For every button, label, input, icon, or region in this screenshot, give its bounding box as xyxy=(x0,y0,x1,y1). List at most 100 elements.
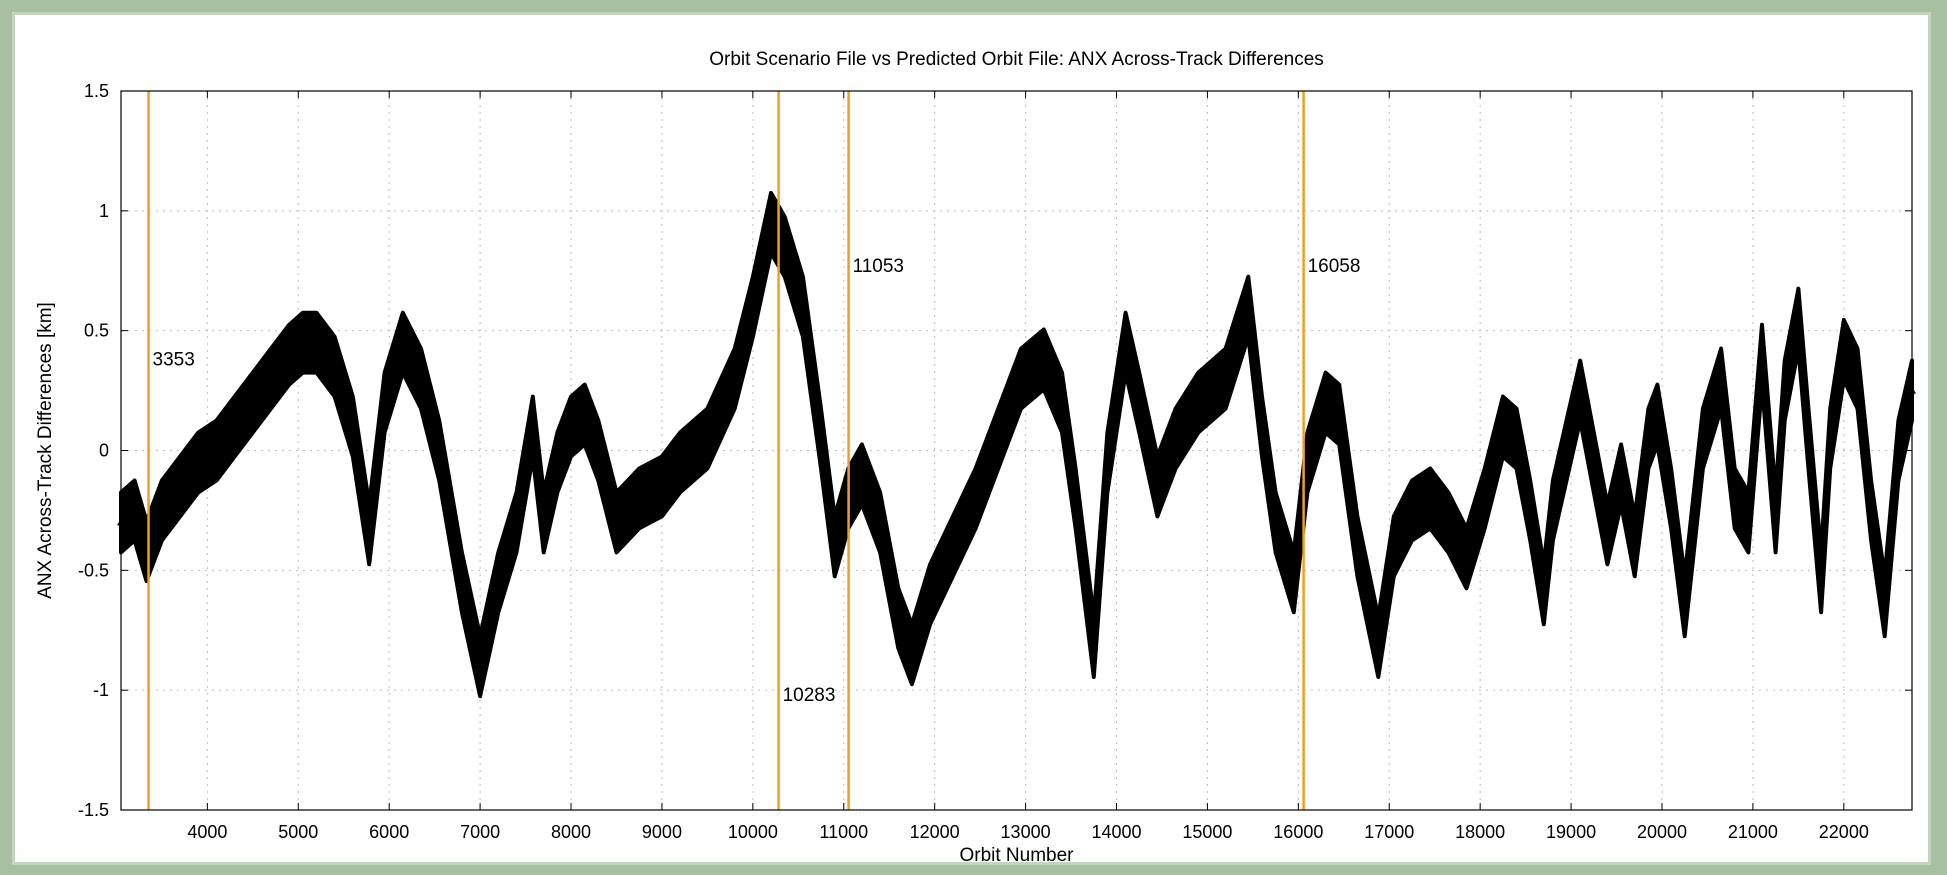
data-point xyxy=(657,482,666,490)
data-point xyxy=(285,350,294,358)
data-point xyxy=(767,218,776,226)
data-point xyxy=(1353,542,1362,550)
data-point xyxy=(780,242,789,250)
data-point xyxy=(1717,374,1726,382)
x-tick-label: 12000 xyxy=(910,822,960,842)
data-point xyxy=(1826,434,1835,442)
data-point xyxy=(1771,518,1780,526)
data-point xyxy=(553,458,562,466)
x-tick-label: 19000 xyxy=(1546,822,1596,842)
data-point xyxy=(676,458,685,466)
data-point xyxy=(1153,482,1162,490)
data-point xyxy=(1589,458,1598,466)
data-point xyxy=(457,578,466,586)
chart-frame: 3353 10283 11053 16058 -1.5 -1 -0.5 0 0.5 1 1.5 40… xyxy=(12,12,1931,865)
y-axis-label: ANX Across-Track Differences [km] xyxy=(35,302,56,599)
x-tick-label: 18000 xyxy=(1455,822,1505,842)
y-tick-label: 1 xyxy=(99,201,109,221)
data-point xyxy=(1744,518,1753,526)
data-point xyxy=(230,422,239,430)
data-point xyxy=(1374,643,1383,651)
data-point xyxy=(1335,410,1344,418)
chart-title: Orbit Scenario File vs Predicted Orbit F… xyxy=(709,49,1324,70)
data-point xyxy=(1271,518,1280,526)
data-point xyxy=(1480,494,1489,502)
x-tick-label: 17000 xyxy=(1364,822,1414,842)
data-point xyxy=(494,578,503,586)
data-point xyxy=(348,422,357,430)
data-point xyxy=(1089,643,1098,651)
data-point xyxy=(876,518,885,526)
data-point xyxy=(857,470,866,478)
data-point xyxy=(1680,602,1689,610)
data-point xyxy=(594,446,603,454)
data-point xyxy=(1303,458,1312,466)
x-tick-label: 4000 xyxy=(187,822,227,842)
vertical-line-label-16058: 16058 xyxy=(1308,256,1361,277)
x-tick-label: 14000 xyxy=(1091,822,1141,842)
data-point xyxy=(1757,350,1766,358)
y-tick-label: 0 xyxy=(99,441,109,461)
x-tick-label: 15000 xyxy=(1182,822,1232,842)
x-tick-label: 9000 xyxy=(642,822,682,842)
data-point xyxy=(1321,398,1330,406)
data-point xyxy=(1548,506,1557,514)
grid-layer xyxy=(121,91,1912,810)
data-point xyxy=(1853,374,1862,382)
data-point xyxy=(1135,398,1144,406)
data-point xyxy=(398,338,407,346)
data-point xyxy=(1121,338,1130,346)
data-point xyxy=(1617,470,1626,478)
data-point xyxy=(417,374,426,382)
data-layer xyxy=(117,190,1916,699)
chart-svg: 3353 10283 11053 16058 -1.5 -1 -0.5 0 0.5 1 1.5 40… xyxy=(35,49,1916,862)
data-point xyxy=(1171,434,1180,442)
data-point xyxy=(512,518,521,526)
data-point xyxy=(830,542,839,550)
data-point xyxy=(248,398,257,406)
y-tick-label: -1.5 xyxy=(78,800,109,820)
data-point xyxy=(580,410,589,418)
data-point xyxy=(1576,386,1585,394)
data-point xyxy=(948,542,957,550)
data-point xyxy=(1526,506,1535,514)
vertical-lines-layer: 3353 10283 11053 16058 xyxy=(147,91,1361,810)
vertical-line-label-10283: 10283 xyxy=(783,685,836,706)
data-point xyxy=(1426,494,1435,502)
data-point xyxy=(1894,446,1903,454)
data-point xyxy=(730,374,739,382)
data-point xyxy=(267,374,276,382)
data-point xyxy=(435,446,444,454)
data-point xyxy=(194,458,203,466)
data-point xyxy=(1057,398,1066,406)
data-point xyxy=(1867,506,1876,514)
data-point xyxy=(365,530,374,538)
data-point xyxy=(1194,398,1203,406)
y-tick-label: 0.5 xyxy=(84,321,109,341)
data-point xyxy=(1039,355,1048,363)
data-point xyxy=(1644,434,1653,442)
x-tick-label: 10000 xyxy=(728,822,778,842)
data-point xyxy=(926,590,935,598)
data-point xyxy=(528,422,537,430)
tick-layer: -1.5 -1 -0.5 0 0.5 1 1.5 4000 5000 6000 7000 8000 90… xyxy=(78,81,1912,842)
data-point xyxy=(157,506,166,514)
data-point xyxy=(1512,434,1521,442)
vertical-line-label-3353: 3353 xyxy=(153,349,195,370)
data-point xyxy=(1667,494,1676,502)
data-point xyxy=(1017,374,1026,382)
data-point xyxy=(1407,506,1416,514)
data-point xyxy=(1803,422,1812,430)
data-point xyxy=(1698,434,1707,442)
x-tick-label: 21000 xyxy=(1728,822,1778,842)
data-point xyxy=(1880,602,1889,610)
data-point xyxy=(1794,314,1803,322)
y-tick-label: -0.5 xyxy=(78,560,109,580)
data-point xyxy=(1780,386,1789,394)
data-point xyxy=(330,362,339,370)
data-point xyxy=(1244,302,1253,310)
x-tick-label: 6000 xyxy=(369,822,409,842)
data-point xyxy=(539,518,548,526)
data-point xyxy=(1103,458,1112,466)
y-tick-label: 1.5 xyxy=(84,81,109,101)
